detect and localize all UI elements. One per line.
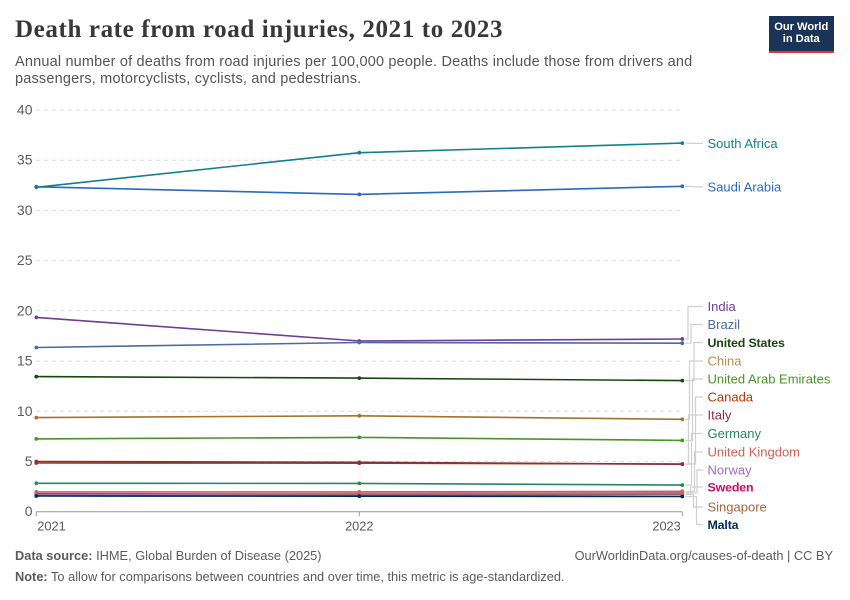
svg-text:Singapore: Singapore	[708, 500, 767, 515]
svg-text:India: India	[708, 299, 737, 314]
svg-text:Germany: Germany	[708, 426, 762, 441]
svg-text:25: 25	[17, 252, 33, 268]
svg-text:United Arab Emirates: United Arab Emirates	[708, 372, 831, 387]
svg-text:5: 5	[25, 453, 33, 469]
svg-text:40: 40	[17, 102, 33, 118]
svg-text:2022: 2022	[345, 518, 373, 533]
svg-text:20: 20	[17, 302, 33, 318]
svg-text:Brazil: Brazil	[708, 317, 741, 332]
svg-text:2021: 2021	[37, 518, 65, 533]
svg-text:Italy: Italy	[708, 408, 732, 423]
svg-text:United Kingdom: United Kingdom	[708, 445, 801, 460]
svg-text:Malta: Malta	[708, 518, 739, 532]
svg-text:10: 10	[17, 403, 33, 419]
svg-text:30: 30	[17, 202, 33, 218]
svg-text:China: China	[708, 354, 743, 369]
svg-text:0: 0	[25, 503, 33, 519]
svg-text:South Africa: South Africa	[708, 136, 779, 151]
svg-text:Sweden: Sweden	[708, 481, 754, 495]
svg-text:15: 15	[17, 353, 33, 369]
svg-text:Norway: Norway	[708, 463, 753, 478]
svg-text:35: 35	[17, 152, 33, 168]
svg-text:Canada: Canada	[708, 390, 754, 405]
svg-text:Saudi Arabia: Saudi Arabia	[708, 180, 782, 195]
svg-text:United States: United States	[708, 336, 785, 350]
svg-text:2023: 2023	[652, 518, 680, 533]
